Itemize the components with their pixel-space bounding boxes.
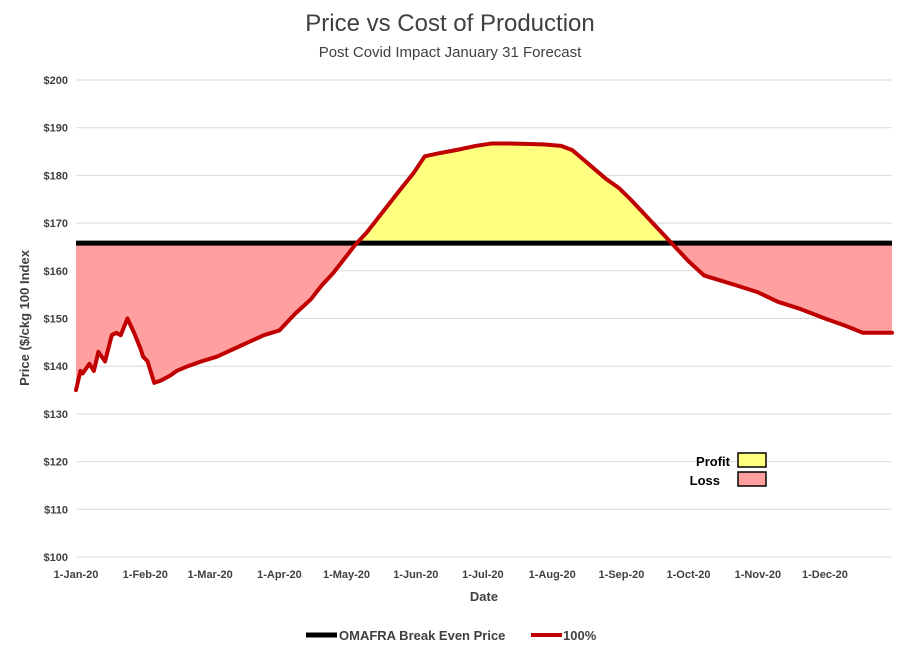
loss-area xyxy=(671,243,892,333)
profit-key-swatch xyxy=(737,452,767,468)
x-tick-label: 1-Apr-20 xyxy=(257,569,302,581)
y-tick-label: $100 xyxy=(44,552,68,564)
x-tick-label: 1-Aug-20 xyxy=(529,569,576,581)
x-tick-label: 1-Dec-20 xyxy=(802,569,848,581)
y-tick-label: $110 xyxy=(44,504,68,516)
x-axis-label: Date xyxy=(470,589,498,604)
x-tick-label: 1-Mar-20 xyxy=(188,569,233,581)
x-tick-label: 1-Jun-20 xyxy=(393,569,438,581)
y-tick-label: $200 xyxy=(44,75,68,87)
y-tick-label: $150 xyxy=(44,314,68,326)
x-tick-label: 1-Sep-20 xyxy=(599,569,645,581)
y-axis-label: Price ($/ckg 100 Index xyxy=(17,249,32,386)
y-tick-label: $130 xyxy=(44,409,68,421)
y-tick-label: $160 xyxy=(44,266,68,278)
x-tick-label: 1-Jul-20 xyxy=(462,569,504,581)
x-tick-label: 1-Feb-20 xyxy=(123,569,168,581)
profit-loss-key: Profit Loss xyxy=(690,452,767,488)
y-tick-label: $190 xyxy=(44,123,68,135)
legend: OMAFRA Break Even Price 100% xyxy=(306,628,597,643)
chart-subtitle: Post Covid Impact January 31 Forecast xyxy=(319,44,582,61)
profit-key-label: Profit xyxy=(696,454,731,469)
x-axis-ticks: 1-Jan-20 1-Feb-20 1-Mar-20 1-Apr-20 1-May-20… xyxy=(54,569,848,581)
legend-label-break-even: OMAFRA Break Even Price xyxy=(339,628,505,643)
y-tick-label: $170 xyxy=(44,218,68,230)
series-lines xyxy=(74,141,894,393)
loss-area xyxy=(76,243,357,391)
loss-key-swatch xyxy=(737,471,767,487)
x-tick-label: 1-Oct-20 xyxy=(667,569,711,581)
y-tick-label: $140 xyxy=(44,361,68,373)
profit-loss-fills xyxy=(76,143,892,391)
y-tick-label: $120 xyxy=(44,457,68,469)
x-tick-label: 1-Nov-20 xyxy=(735,569,781,581)
loss-key-label: Loss xyxy=(690,473,720,488)
chart-title: Price vs Cost of Production xyxy=(305,10,594,37)
legend-label-100: 100% xyxy=(563,628,597,643)
series-line-100 xyxy=(74,141,894,393)
y-tick-label: $180 xyxy=(44,170,68,182)
y-axis-ticks: $100 $110 $120 $130 $140 $150 $160 $170 $180 $190… xyxy=(44,75,68,564)
x-tick-label: 1-May-20 xyxy=(323,569,370,581)
x-tick-label: 1-Jan-20 xyxy=(54,569,99,581)
